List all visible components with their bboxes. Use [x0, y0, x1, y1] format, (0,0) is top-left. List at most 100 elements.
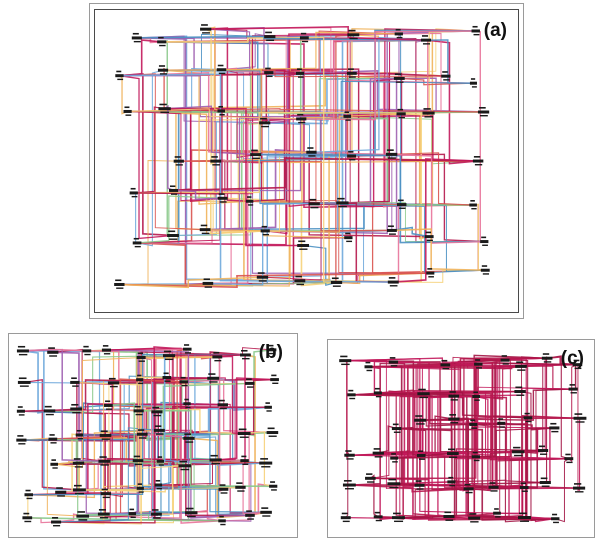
node [422, 108, 435, 118]
node [480, 265, 490, 275]
node [500, 355, 510, 365]
wire [164, 105, 256, 156]
wire [158, 435, 190, 486]
wire [401, 204, 486, 272]
node [136, 483, 144, 493]
wire [105, 433, 143, 498]
node [260, 225, 270, 236]
node [447, 476, 456, 487]
node [82, 345, 92, 356]
node [217, 105, 226, 116]
panel-a: (a) [89, 3, 524, 319]
node [250, 149, 262, 160]
node [207, 373, 220, 383]
node [156, 456, 165, 466]
wire [142, 406, 269, 437]
wire [21, 437, 83, 517]
node [154, 479, 163, 490]
wire [221, 37, 305, 115]
wire [119, 73, 174, 237]
wire [419, 386, 574, 486]
node [387, 478, 401, 489]
wire [119, 73, 394, 283]
node [344, 232, 353, 243]
node [417, 388, 430, 399]
wire [52, 378, 184, 440]
node [209, 454, 222, 465]
node [22, 512, 33, 523]
wire [104, 382, 250, 465]
node [182, 344, 192, 354]
node [136, 429, 148, 439]
node [235, 482, 246, 492]
node [266, 427, 279, 437]
node [245, 510, 255, 520]
wire [425, 39, 479, 165]
wire [377, 390, 502, 424]
node [256, 272, 269, 282]
node [463, 483, 474, 494]
node [299, 32, 309, 43]
wire [301, 30, 476, 121]
node [469, 78, 477, 88]
wire [173, 189, 223, 200]
wire [49, 355, 170, 413]
panel-b-label: (b) [258, 342, 283, 363]
wire [249, 200, 486, 274]
node [339, 355, 352, 366]
wire [314, 203, 486, 274]
node [424, 231, 434, 242]
wire [28, 457, 245, 496]
node [387, 277, 399, 287]
node [136, 352, 146, 362]
node [497, 418, 506, 428]
node [99, 430, 112, 440]
wire [133, 72, 352, 195]
wire [139, 354, 246, 381]
wire [56, 377, 214, 524]
node [237, 428, 251, 438]
wire [394, 362, 578, 459]
node [372, 448, 384, 458]
node [471, 25, 480, 36]
node [246, 196, 254, 206]
wire [82, 514, 223, 522]
wire [391, 226, 430, 238]
node [472, 391, 481, 401]
wire [79, 486, 241, 493]
node [572, 483, 586, 493]
wire [163, 68, 337, 283]
wire [172, 121, 265, 237]
wire [423, 390, 580, 489]
wire [396, 427, 556, 521]
node [115, 70, 124, 81]
node [151, 509, 162, 519]
node [72, 484, 86, 495]
node [43, 405, 56, 416]
wire [393, 158, 479, 283]
node [330, 277, 343, 287]
node [396, 108, 406, 119]
node [158, 103, 171, 114]
node [264, 31, 276, 42]
node [364, 361, 373, 372]
wire [133, 111, 429, 194]
node [162, 372, 172, 382]
wire [119, 39, 162, 77]
node [218, 484, 229, 494]
wire [22, 348, 80, 491]
node [97, 509, 110, 519]
node [183, 433, 195, 443]
wire [578, 418, 581, 491]
node [390, 453, 399, 463]
wire [342, 77, 400, 205]
node [47, 347, 59, 357]
wire [475, 30, 485, 244]
node [51, 517, 62, 527]
wire [249, 200, 431, 274]
panel-c-graph [339, 353, 587, 524]
node [162, 350, 176, 361]
node [100, 488, 112, 499]
node [391, 423, 402, 433]
node [392, 512, 405, 523]
